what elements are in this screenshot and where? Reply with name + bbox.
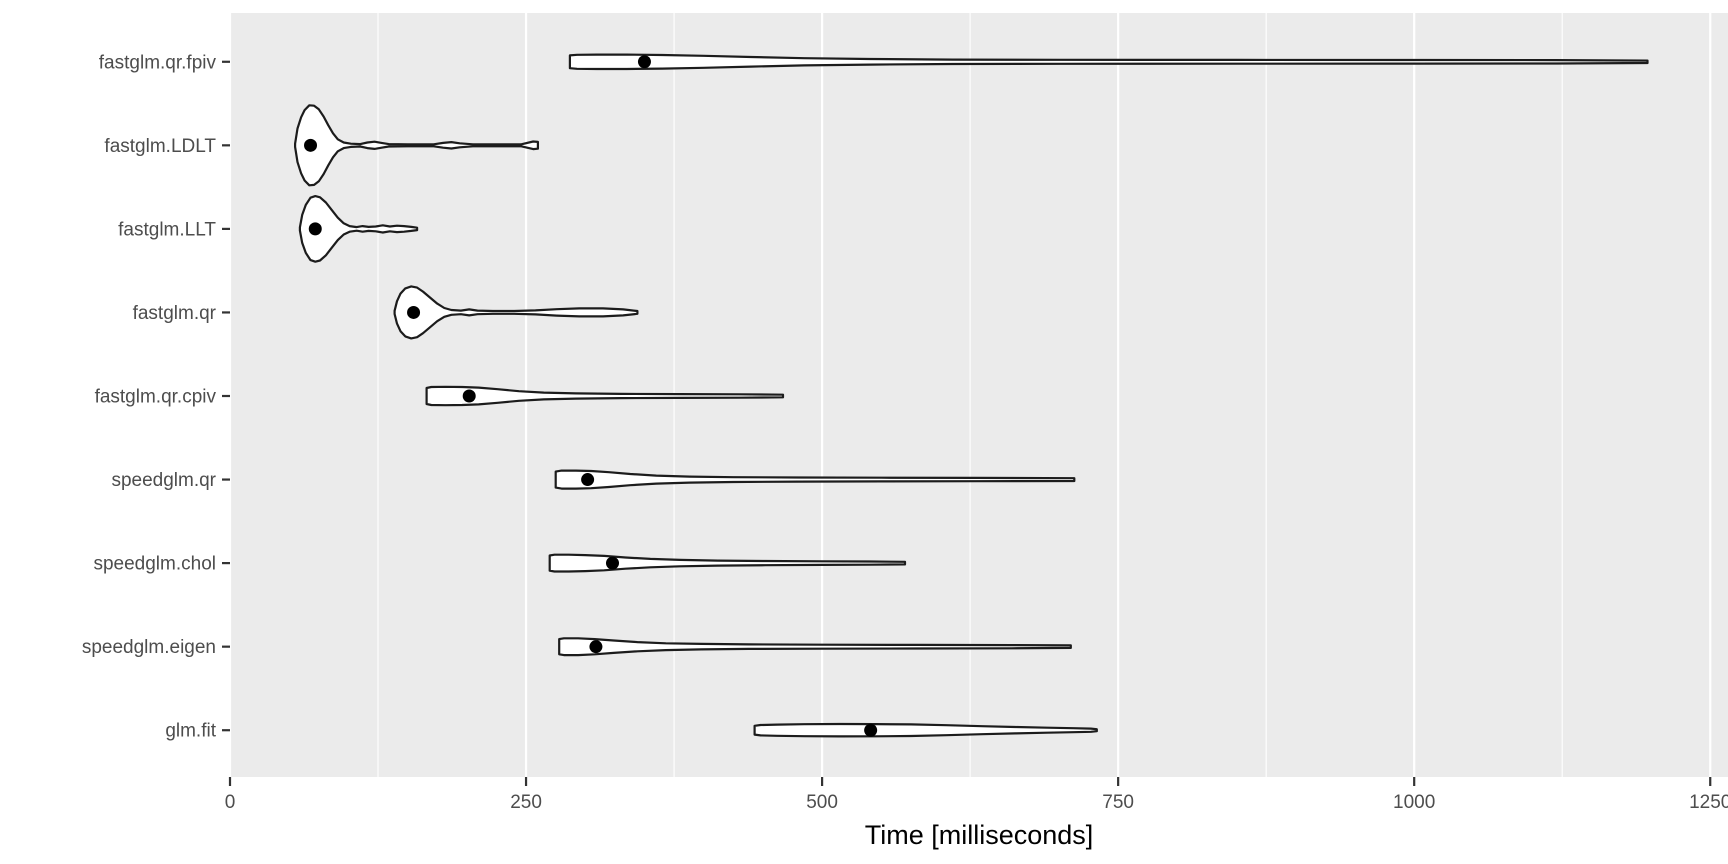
median-dot-fastglm.qr	[407, 305, 421, 319]
y-axis-label-fastglm.qr.cpiv: fastglm.qr.cpiv	[95, 387, 217, 408]
violin-speedglm.eigen	[558, 637, 1072, 657]
x-tick-label-750: 750	[1102, 792, 1134, 813]
violin-glm.fit	[753, 722, 1098, 738]
violin-fastglm.qr	[393, 285, 639, 340]
y-axis-label-speedglm.eigen: speedglm.eigen	[82, 637, 216, 658]
median-dot-fastglm.LLT	[308, 222, 322, 236]
violin-fastglm.LLT	[298, 195, 419, 263]
violin-fastglm.LDLT	[294, 104, 539, 187]
y-axis-label-fastglm.qr: fastglm.qr	[133, 303, 217, 324]
x-tick-label-250: 250	[510, 792, 542, 813]
y-axis-label-speedglm.qr: speedglm.qr	[111, 470, 216, 491]
x-tick-label-0: 0	[225, 792, 236, 813]
x-axis-title: Time [milliseconds]	[864, 820, 1094, 850]
y-axis-label-fastglm.qr.fpiv: fastglm.qr.fpiv	[99, 52, 217, 73]
violin-fastglm.qr.fpiv	[568, 53, 1649, 71]
x-tick-label-500: 500	[806, 792, 838, 813]
median-dot-speedglm.chol	[605, 556, 619, 570]
violin-speedglm.chol	[548, 553, 907, 573]
violin-fastglm.qr.cpiv	[425, 385, 785, 407]
y-axis-label-glm.fit: glm.fit	[165, 721, 216, 742]
median-dot-glm.fit	[864, 723, 878, 737]
x-tick-label-1250: 1250	[1689, 792, 1728, 813]
median-dot-fastglm.qr.fpiv	[637, 55, 651, 69]
y-axis-label-fastglm.LDLT: fastglm.LDLT	[104, 136, 216, 157]
violin-speedglm.qr	[554, 469, 1076, 490]
median-dot-speedglm.eigen	[589, 640, 603, 654]
median-dot-fastglm.qr.cpiv	[462, 389, 476, 403]
x-tick-label-1000: 1000	[1393, 792, 1435, 813]
y-axis-label-fastglm.LLT: fastglm.LLT	[118, 219, 216, 240]
median-dot-fastglm.LDLT	[304, 138, 318, 152]
median-dot-speedglm.qr	[581, 473, 595, 487]
y-axis-label-speedglm.chol: speedglm.chol	[93, 554, 216, 575]
